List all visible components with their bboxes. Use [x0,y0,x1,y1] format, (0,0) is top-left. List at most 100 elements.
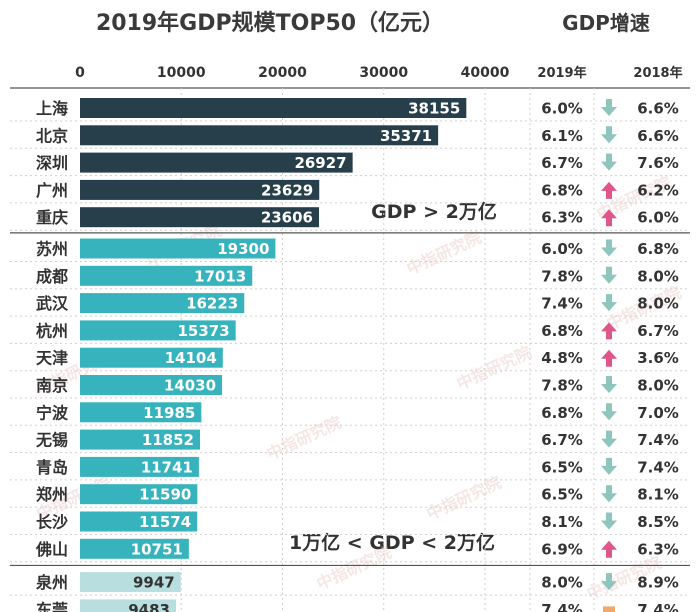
down-arrow-icon [601,457,617,475]
growth-2019-value: 6.5% [541,458,583,476]
growth-2018-value: 8.1% [637,486,679,504]
down-arrow-icon [601,294,617,312]
gdp-bar [80,238,276,259]
growth-2018-value: 3.6% [637,349,679,367]
down-arrow-icon [601,153,617,171]
growth-2018-value: 7.4% [637,601,679,612]
gdp-bar [80,456,199,477]
up-arrow-icon [601,209,617,227]
city-label: 长沙 [36,513,68,532]
city-label: 苏州 [36,240,68,259]
chart-title: 2019年GDP规模TOP50（亿元） [96,10,444,36]
growth-2019-value: 6.0% [541,240,583,258]
up-arrow-icon [601,349,617,367]
bar-value-label: 14030 [164,377,216,395]
bar-value-label: 11590 [139,486,191,504]
down-arrow-icon [601,512,617,530]
city-label: 深圳 [36,154,68,173]
bar-value-label: 17013 [194,267,246,285]
gdp-bar [80,538,189,559]
down-arrow-icon [601,376,617,393]
down-arrow-icon [601,239,617,257]
gdp-bar [80,572,181,593]
bar-value-label: 9483 [128,601,170,612]
growth-2018-value: 6.3% [637,540,679,558]
growth-2019-value: 6.7% [541,154,583,172]
gdp-bar [80,265,253,286]
growth-2019-value: 6.8% [541,322,583,340]
x-tick-label: 10000 [157,65,206,81]
growth-2018-value: 6.7% [637,322,679,340]
city-label: 武汉 [36,294,69,313]
city-label: 成都 [36,267,68,286]
growth-2018-value: 6.2% [637,181,679,199]
gdp-bar [80,152,353,173]
city-label: 广州 [36,181,68,200]
x-tick-label: 40000 [461,65,510,81]
growth-2018-value: 7.4% [637,458,679,476]
growth-2018-value: 8.0% [637,267,679,285]
gdp-bar [80,375,223,395]
down-arrow-icon [601,403,617,421]
growth-2019-value: 6.8% [541,181,583,199]
growth-2019-value: 6.5% [541,486,583,504]
gdp-bar [80,484,198,505]
gdp-bar [80,98,467,118]
bar-value-label: 38155 [408,100,460,118]
growth-2019-value: 8.1% [541,513,583,531]
x-tick-label: 30000 [359,65,408,81]
x-tick-label: 20000 [258,65,307,81]
gdp-bar [80,511,198,532]
bar-value-label: 15373 [177,322,229,340]
watermark-text: 中指研究院 [454,343,535,394]
watermark-text: 中指研究院 [404,228,485,279]
growth-2018-value: 8.5% [637,513,679,531]
gdp-bar [80,293,245,314]
growth-2019-value: 8.0% [541,574,583,592]
growth-2018-value: 6.6% [637,100,679,118]
growth-2019-value: 7.4% [541,295,583,313]
growth-2018-value: 7.4% [637,431,679,449]
city-label: 无锡 [35,431,68,450]
city-label: 上海 [36,99,68,118]
down-arrow-icon [601,126,617,144]
growth-2019-value: 6.3% [541,209,583,227]
bar-value-label: 16223 [186,295,238,313]
growth-2018-value: 7.6% [637,154,679,172]
growth-2019-value: 7.8% [541,267,583,285]
bar-value-label: 23606 [261,209,313,227]
growth-2018-value: 8.0% [637,295,679,313]
growth-2018-value: 8.0% [637,377,679,395]
city-label: 北京 [36,126,68,145]
tier1-note: GDP > 2万亿 [371,200,497,223]
x-tick-label: 0 [75,65,85,81]
growth-2018-value: 8.9% [637,574,679,592]
bar-value-label: 19300 [217,240,269,258]
gdp-bar [80,320,236,341]
bar-value-label: 11741 [141,458,193,476]
city-label: 东莞 [36,600,68,612]
gdp-bar [80,207,320,228]
tier2-note: 1万亿 < GDP < 2万亿 [289,531,495,554]
growth-2018-value: 6.0% [637,209,679,227]
up-arrow-icon [601,540,617,558]
city-label: 天津 [36,349,68,368]
growth-2019-value: 6.0% [541,100,583,118]
up-arrow-icon [601,181,617,199]
growth-2018-value: 6.6% [637,127,679,145]
column-2019-label: 2019年 [537,65,586,81]
bar-value-label: 26927 [294,154,346,172]
gdp-bar [80,347,223,368]
up-arrow-icon [601,322,617,340]
bar-value-label: 35371 [380,127,432,145]
bar-value-label: 11574 [139,513,191,531]
growth-2018-value: 7.0% [637,404,679,422]
growth-2019-value: 6.1% [541,127,583,145]
city-label: 宁波 [36,403,69,422]
growth-2019-value: 6.7% [541,431,583,449]
down-arrow-icon [601,573,617,591]
gdp-bar [80,599,177,612]
watermark-text: 中指研究院 [264,413,345,464]
